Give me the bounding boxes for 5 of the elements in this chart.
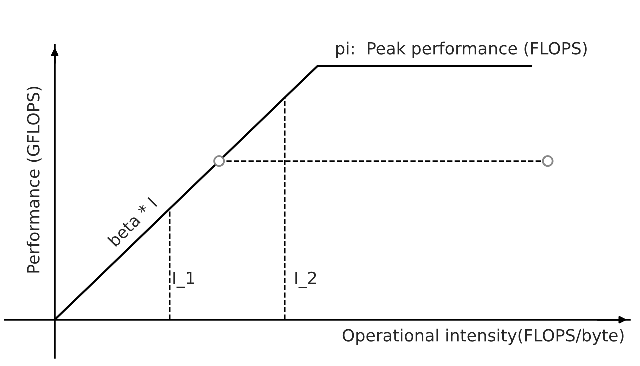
annotation: I_1 — [174, 272, 194, 288]
x-axis-title: Operational intensity(FLOPS/byte) — [342, 328, 624, 346]
text: pi: Peak performance (FLOPS) — [336, 42, 587, 58]
annotation: I_2 — [296, 272, 316, 288]
y-axis-title: Performance (GFLOPS) — [26, 87, 42, 273]
